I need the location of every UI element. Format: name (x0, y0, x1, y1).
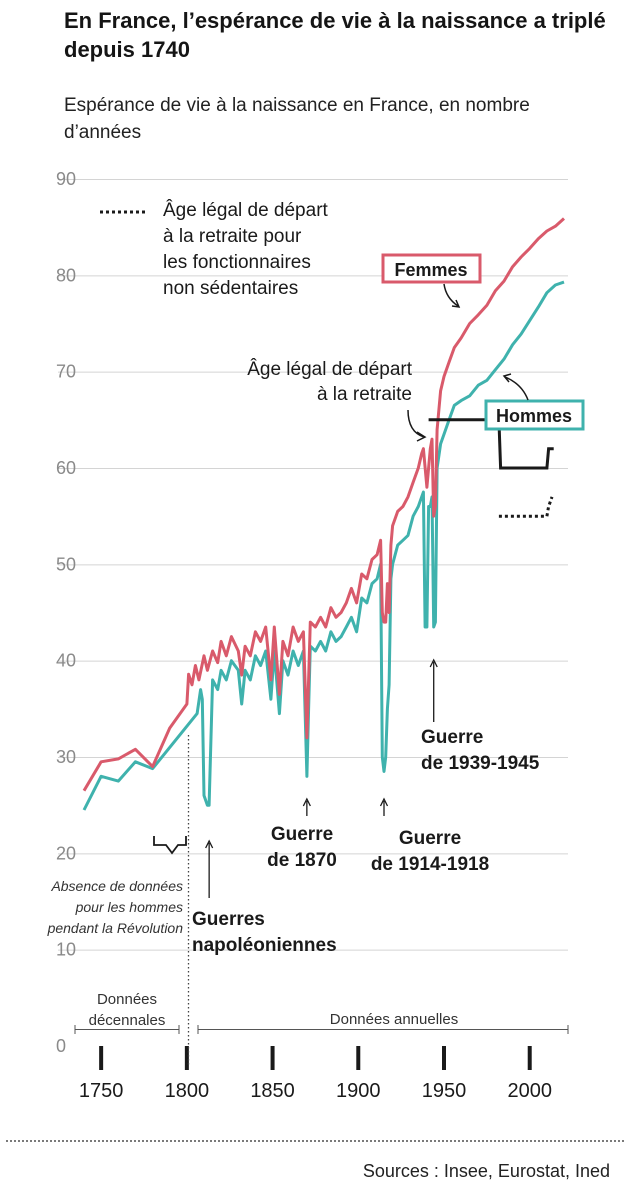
arrowhead-retraite (416, 431, 427, 442)
arrowhead-guerre_1914 (379, 797, 389, 807)
series-line-hommes (82, 280, 565, 811)
range-annuelles-ends (197, 1025, 569, 1034)
arrowhead-femmes (451, 299, 461, 308)
x-tick-label-1800: 1800 (165, 1080, 210, 1102)
label-box-femmes (381, 253, 482, 284)
arrowhead-guerres_napoleoniennes (205, 839, 214, 849)
label-femmes: Femmes (394, 260, 467, 280)
annotation-revolution-line-2: pour les hommes (75, 899, 183, 915)
annotation-decennales-line-2: décennales (89, 1012, 166, 1029)
annotation-guerre_1870-line-1: Guerre (271, 824, 333, 845)
y-tick-label-40: 40 (56, 651, 76, 671)
annotation-decennales-line-1: Données (97, 991, 157, 1008)
y-tick-label-30: 30 (56, 747, 76, 767)
annotation-guerre_1914-line-1: Guerre (399, 828, 461, 849)
x-tick-label-1750: 1750 (79, 1080, 124, 1102)
y-tick-label-60: 60 (56, 458, 76, 478)
arrowhead-hommes (502, 373, 512, 383)
label-box-hommes (484, 399, 585, 431)
annotation-retraite-fonctionnaires-line-2: à la retraite pour (163, 226, 302, 247)
x-tick-label-1900: 1900 (336, 1080, 381, 1102)
arrow-femmes (443, 283, 459, 307)
arrow-retraite (407, 409, 425, 438)
y-tick-label-50: 50 (56, 554, 76, 574)
annotation-retraite-fonctionnaires-line-1: Âge légal de départ (163, 199, 329, 221)
chart-title: En France, l’espérance de vie à la naiss… (64, 8, 606, 62)
sources-note: Sources : Insee, Eurostat, Ined (362, 1161, 610, 1181)
x-tick-label-2000: 2000 (507, 1080, 552, 1102)
annotation-guerres_napoleoniennes-line-1: Guerres (192, 909, 265, 930)
label-hommes: Hommes (496, 406, 572, 426)
x-tick-label-1850: 1850 (250, 1080, 295, 1102)
annotation-annuelles: Données annuelles (330, 1011, 458, 1028)
y-tick-label-10: 10 (56, 940, 76, 960)
annotation-guerre_1939-line-1: Guerre (421, 727, 483, 748)
annotation-guerre_1939-line-2: de 1939-1945 (421, 753, 540, 774)
annotation-guerre_1870-line-2: de 1870 (267, 850, 337, 871)
footer-divider (6, 1140, 624, 1142)
x-tick-label-1950: 1950 (422, 1080, 467, 1102)
annotation-retraite-fonctionnaires-line-4: non sédentaires (163, 278, 298, 299)
annotation-guerre_1914-line-2: de 1914-1918 (371, 854, 489, 875)
annotation-retraite-line-2: à la retraite (317, 384, 412, 405)
arrowhead-guerre_1939 (429, 658, 438, 668)
range-decennales-ends (74, 1025, 180, 1034)
arrow-hommes (504, 376, 529, 401)
series-line-retraite-fonctionnaires (498, 496, 554, 518)
bracket-revolution (153, 836, 187, 855)
series-line-femmes (82, 217, 566, 792)
y-tick-label-70: 70 (56, 362, 76, 382)
annotation-revolution-line-1: Absence de données (50, 878, 183, 894)
y-tick-label-80: 80 (56, 265, 76, 285)
chart-subtitle: Espérance de vie à la naissance en Franc… (64, 95, 530, 143)
annotation-retraite-line-1: Âge légal de départ (247, 358, 413, 380)
annotation-revolution-line-3: pendant la Révolution (47, 920, 184, 936)
arrowhead-guerre_1870 (302, 797, 311, 807)
y-tick-label-0: 0 (56, 1036, 66, 1056)
y-tick-label-20: 20 (56, 843, 76, 863)
annotation-guerres_napoleoniennes-line-2: napoléoniennes (192, 935, 337, 956)
annotation-retraite-fonctionnaires-line-3: les fonctionnaires (163, 252, 311, 273)
y-tick-label-90: 90 (56, 169, 76, 189)
